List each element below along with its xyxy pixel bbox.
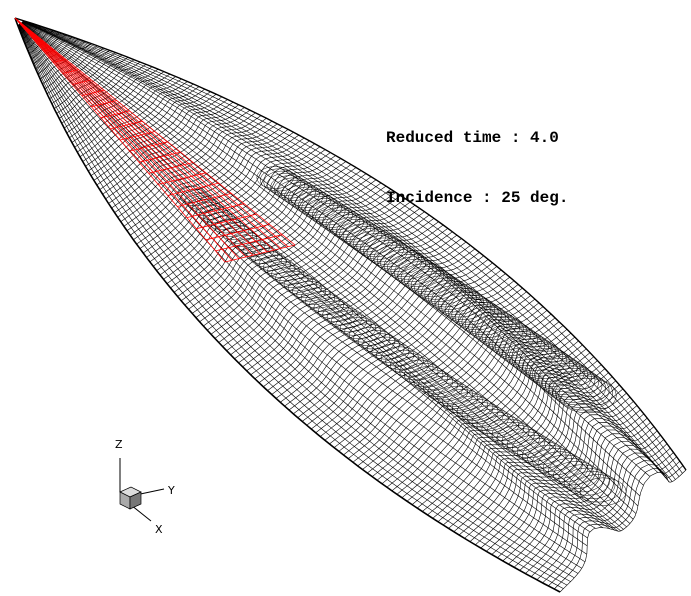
reduced-time-text: Reduced time : 4.0: [386, 128, 568, 148]
wake-span-line: [382, 333, 571, 484]
axis-triad: Z Y X: [115, 438, 175, 536]
vortex-core-loop: [415, 274, 462, 302]
wake-span-line: [422, 365, 601, 512]
wake-span-line: [537, 452, 674, 579]
wake-span-line: [497, 422, 650, 558]
wake-stream-line: [23, 21, 672, 481]
z-axis-label: Z: [115, 438, 123, 451]
wake-stream-line: [24, 21, 686, 470]
wake-span-line: [412, 357, 594, 505]
annotation-block: Reduced time : 4.0 Incidence : 25 deg.: [386, 88, 568, 248]
wing-surface-mesh: [15, 18, 295, 262]
wake-wireframe: [15, 18, 686, 592]
vortex-core-loop: [259, 255, 291, 274]
wake-span-line: [454, 389, 623, 532]
wake-span-line: [543, 457, 677, 583]
y-axis-label: Y: [167, 484, 175, 497]
wake-span-line: [219, 202, 411, 343]
wake-stream-line: [24, 21, 676, 479]
vortex-core-loop: [271, 176, 309, 199]
wake-span-line: [140, 135, 299, 249]
x-axis-label: X: [155, 523, 163, 536]
triad-cube-icon: [120, 487, 141, 509]
incidence-text: Incidence : 25 deg.: [386, 188, 568, 208]
wake-span-line: [207, 192, 396, 330]
